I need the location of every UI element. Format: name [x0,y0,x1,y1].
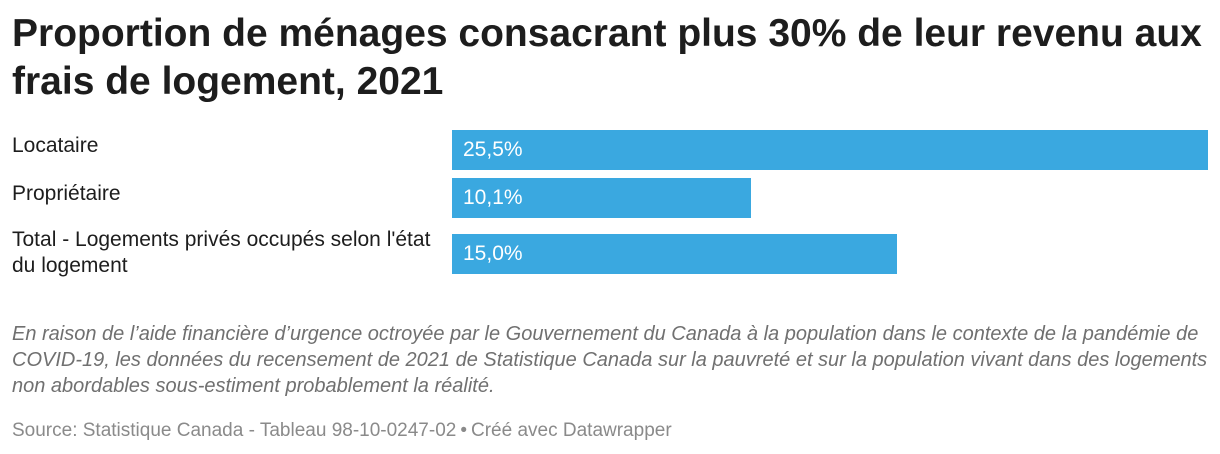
chart-footer: Source: Statistique Canada - Tableau 98-… [12,418,1208,444]
bar: 25,5% [452,130,1208,170]
bar-value-label: 25,5% [463,138,523,161]
chart-note: En raison de l’aide financière d’urgence… [12,323,1208,397]
chart-title: Proportion de ménages consacrant plus 30… [12,12,1202,103]
source-text: Source: Statistique Canada - Tableau 98-… [12,420,457,441]
bar-value-label: 10,1% [463,186,523,209]
bar-track: 25,5% [452,130,1208,170]
bar: 15,0% [452,234,897,274]
bar-value-label: 15,0% [463,242,523,265]
bar-track: 15,0% [452,234,1208,274]
footer-separator: • [460,420,467,441]
category-label: Propriétaire [12,182,121,205]
category-label: Locataire [12,134,99,157]
credit-text: Créé avec Datawrapper [471,420,672,441]
bar: 10,1% [452,178,751,218]
bar-chart: Locataire 25,5% Propriétaire 10,1% Total - L… [12,126,1208,282]
bar-track: 10,1% [452,178,1208,218]
category-label: Total - Logements privés occupés selon l… [12,228,431,277]
